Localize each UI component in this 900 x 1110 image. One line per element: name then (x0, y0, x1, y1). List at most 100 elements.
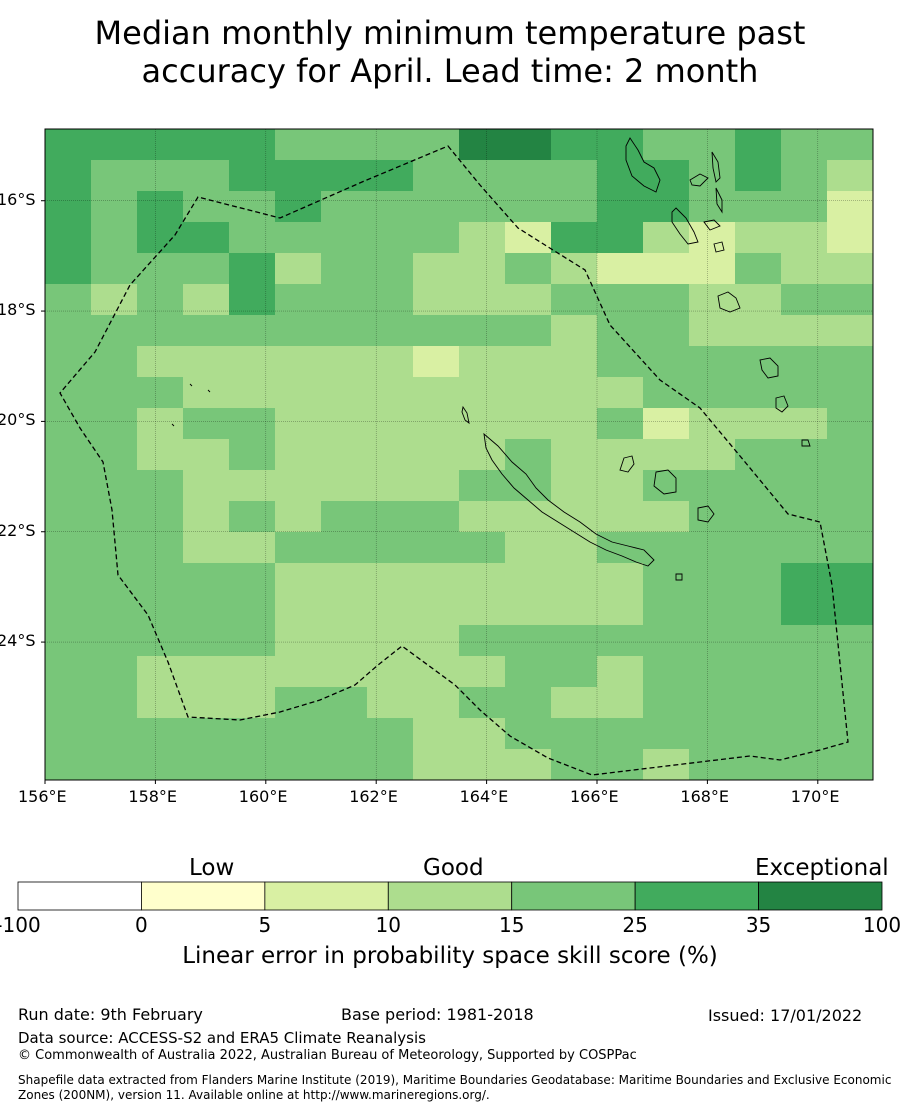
grid-cell (275, 160, 322, 192)
grid-cell (735, 470, 782, 502)
grid-cell (689, 191, 736, 223)
grid-cell (183, 749, 230, 780)
grid-cell (137, 408, 184, 440)
grid-cell (45, 532, 92, 564)
grid-cell (551, 315, 598, 347)
grid-cell (91, 749, 138, 780)
grid-cell (367, 532, 414, 564)
grid-cell (781, 284, 828, 316)
grid-cell (183, 377, 230, 409)
grid-cell (91, 284, 138, 316)
grid-cell (367, 315, 414, 347)
grid-cell (413, 160, 460, 192)
grid-cell (827, 718, 873, 750)
grid-cell (321, 191, 368, 223)
grid-cell (459, 377, 506, 409)
grid-cell (45, 501, 92, 533)
grid-cell (735, 346, 782, 378)
grid-cell (643, 470, 690, 502)
grid-cell (275, 563, 322, 595)
grid-cell (597, 656, 644, 688)
grid-cell (735, 687, 782, 719)
grid-cell (505, 439, 552, 471)
grid-cell (275, 532, 322, 564)
grid-cell (91, 718, 138, 750)
graticule (45, 129, 873, 780)
grid-cell (551, 377, 598, 409)
grid-cell (781, 470, 828, 502)
x-tick-label: 156°E (18, 787, 67, 806)
grid-cell (91, 377, 138, 409)
grid-cell (551, 439, 598, 471)
grid-cell (643, 191, 690, 223)
grid-cell (321, 687, 368, 719)
grid-cell (91, 625, 138, 657)
grid-cell (229, 470, 276, 502)
grid-cell (827, 749, 873, 780)
walpole-outline (675, 573, 683, 581)
grid-cell (91, 253, 138, 285)
grid-cell (137, 439, 184, 471)
grid-cell (827, 377, 873, 409)
grid-cell (45, 470, 92, 502)
grid-cell (551, 222, 598, 254)
y-tick-label: 18°S (0, 300, 36, 320)
colorbar-tick-label: 10 (375, 913, 402, 937)
grid-cell (735, 656, 782, 688)
grid-cell (321, 253, 368, 285)
grid-cell (229, 129, 276, 161)
y-axis-ticks (41, 200, 45, 643)
grid-cell (413, 687, 460, 719)
colorbar-bin (141, 881, 266, 911)
grid-cell (735, 222, 782, 254)
grid-cell (45, 222, 92, 254)
grid-cell (735, 191, 782, 223)
grid-cell (459, 532, 506, 564)
grid-cell (413, 532, 460, 564)
grid-cell (229, 160, 276, 192)
grid-cell (781, 625, 828, 657)
grid-cell (551, 656, 598, 688)
grid-cell (597, 470, 644, 502)
colorbar (17, 881, 883, 911)
grid-cell (505, 501, 552, 533)
grid-cell (459, 129, 506, 161)
grid-cell (229, 253, 276, 285)
grid-cell (413, 718, 460, 750)
grid-cell (689, 594, 736, 626)
grid-cell (643, 749, 690, 780)
grid-cell (137, 129, 184, 161)
grid-cell (137, 656, 184, 688)
grid-cell (459, 439, 506, 471)
grid-cell (367, 439, 414, 471)
grid-cell (183, 687, 230, 719)
grid-cell (735, 625, 782, 657)
grid-cell (91, 408, 138, 440)
grid-cell (275, 315, 322, 347)
grid-cell (735, 563, 782, 595)
grid-cell (459, 160, 506, 192)
grid-cell (91, 594, 138, 626)
grid-cell (551, 253, 598, 285)
grid-cell (229, 563, 276, 595)
grid-cell (827, 284, 873, 316)
grid-cell (551, 129, 598, 161)
grid-cell (413, 253, 460, 285)
grid-cell (367, 470, 414, 502)
y-tick-label: 24°S (0, 631, 36, 651)
grid-cell (459, 687, 506, 719)
grid-cell (827, 222, 873, 254)
grid-cell (689, 160, 736, 192)
grid-cell (735, 749, 782, 780)
title-line-1: Median monthly minimum temperature past (94, 14, 806, 52)
grid-cell (689, 377, 736, 409)
grid-cell (643, 563, 690, 595)
grid-cell (643, 625, 690, 657)
grid-cell (183, 656, 230, 688)
grid-cell (689, 749, 736, 780)
grid-cell (505, 129, 552, 161)
grid-cell (229, 377, 276, 409)
grid-cell (505, 687, 552, 719)
grid-cell (367, 625, 414, 657)
grid-cell (183, 129, 230, 161)
